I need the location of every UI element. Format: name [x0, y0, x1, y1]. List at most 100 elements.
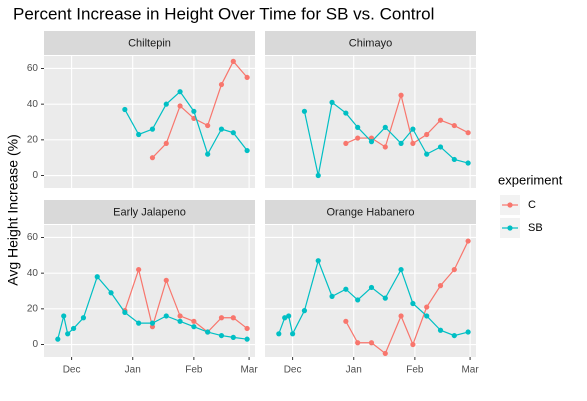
facet-label: Chimayo: [349, 37, 392, 49]
data-point: [244, 74, 250, 81]
data-point: [244, 336, 250, 342]
data-point: [122, 106, 128, 113]
data-point: [355, 297, 361, 303]
data-point: [465, 160, 471, 166]
data-point: [382, 350, 388, 357]
data-point: [149, 324, 156, 330]
data-point: [343, 140, 349, 147]
data-point: [465, 329, 471, 335]
data-point: [315, 258, 321, 264]
data-point: [355, 124, 361, 130]
legend-point: [507, 202, 513, 208]
data-point: [437, 144, 444, 150]
data-point: [343, 286, 349, 292]
series-line: [124, 267, 248, 333]
data-point: [276, 331, 282, 337]
facet-strip: [265, 31, 476, 55]
data-point: [70, 325, 77, 332]
data-point: [368, 139, 375, 145]
data-point: [282, 315, 288, 321]
data-point: [398, 313, 404, 319]
data-point: [80, 315, 87, 321]
data-point: [177, 103, 183, 109]
data-point: [177, 89, 183, 95]
x-tick-label: Dec: [284, 365, 302, 376]
data-point: [108, 290, 114, 296]
data-point: [177, 318, 183, 324]
legend-point: [507, 225, 513, 231]
data-point: [136, 320, 142, 326]
data-point: [230, 130, 236, 136]
data-point: [398, 140, 404, 147]
legend-label: C: [528, 199, 536, 211]
x-tick-label: Mar: [240, 365, 258, 376]
data-point: [382, 295, 388, 301]
data-point: [65, 331, 71, 337]
data-point: [410, 140, 416, 147]
data-point: [451, 332, 457, 339]
x-tick-label: Mar: [461, 365, 479, 376]
y-tick-label: 40: [27, 268, 39, 279]
data-point: [343, 110, 349, 116]
facet-label: Chiltepin: [128, 37, 171, 49]
data-point: [286, 313, 292, 319]
data-point: [290, 331, 296, 337]
series-line: [345, 92, 469, 148]
data-point: [205, 122, 211, 129]
data-point: [244, 325, 250, 332]
data-point: [301, 308, 308, 314]
facet-label: Early Jalapeno: [113, 206, 186, 218]
y-tick-label: 0: [32, 339, 38, 350]
series-line: [345, 240, 469, 355]
y-tick-label: 20: [27, 134, 39, 145]
x-tick-label: Dec: [63, 365, 81, 376]
data-point: [122, 309, 128, 316]
data-point: [136, 131, 142, 138]
chart-title: Percent Increase in Height Over Time for…: [13, 4, 434, 23]
data-point: [424, 304, 430, 310]
data-point: [424, 131, 430, 138]
x-tick-label: Feb: [185, 365, 203, 376]
data-point: [61, 313, 67, 319]
data-point: [55, 336, 61, 342]
panel-background: [265, 225, 476, 357]
data-point: [465, 130, 471, 136]
facet-strip: [44, 200, 255, 224]
data-point: [191, 318, 197, 324]
facet-strip: [44, 31, 255, 55]
facet-strip: [265, 200, 476, 224]
data-point: [398, 266, 404, 273]
data-point: [424, 151, 430, 157]
data-point: [343, 318, 349, 324]
data-point: [355, 135, 361, 141]
data-point: [177, 313, 183, 319]
data-point: [218, 332, 225, 339]
y-tick-label: 40: [27, 99, 39, 110]
data-point: [205, 151, 211, 157]
data-point: [424, 313, 430, 319]
y-tick-label: 60: [27, 63, 39, 74]
y-tick-label: 60: [27, 232, 39, 243]
data-point: [163, 140, 169, 147]
data-point: [382, 124, 388, 130]
data-point: [163, 101, 169, 107]
data-point: [437, 117, 444, 123]
data-point: [94, 274, 100, 280]
x-tick-label: Jan: [346, 365, 362, 376]
data-point: [368, 340, 375, 346]
data-point: [465, 238, 471, 244]
data-point: [149, 155, 156, 161]
data-point: [218, 126, 225, 132]
legend-title: experiment: [498, 172, 563, 187]
data-point: [398, 92, 404, 98]
data-point: [368, 284, 375, 291]
data-point: [163, 313, 169, 319]
data-point: [410, 300, 416, 307]
data-point: [230, 58, 236, 64]
data-point: [355, 340, 361, 346]
data-point: [136, 266, 142, 273]
data-point: [163, 277, 169, 283]
panel-background: [44, 56, 255, 188]
data-point: [437, 327, 444, 333]
